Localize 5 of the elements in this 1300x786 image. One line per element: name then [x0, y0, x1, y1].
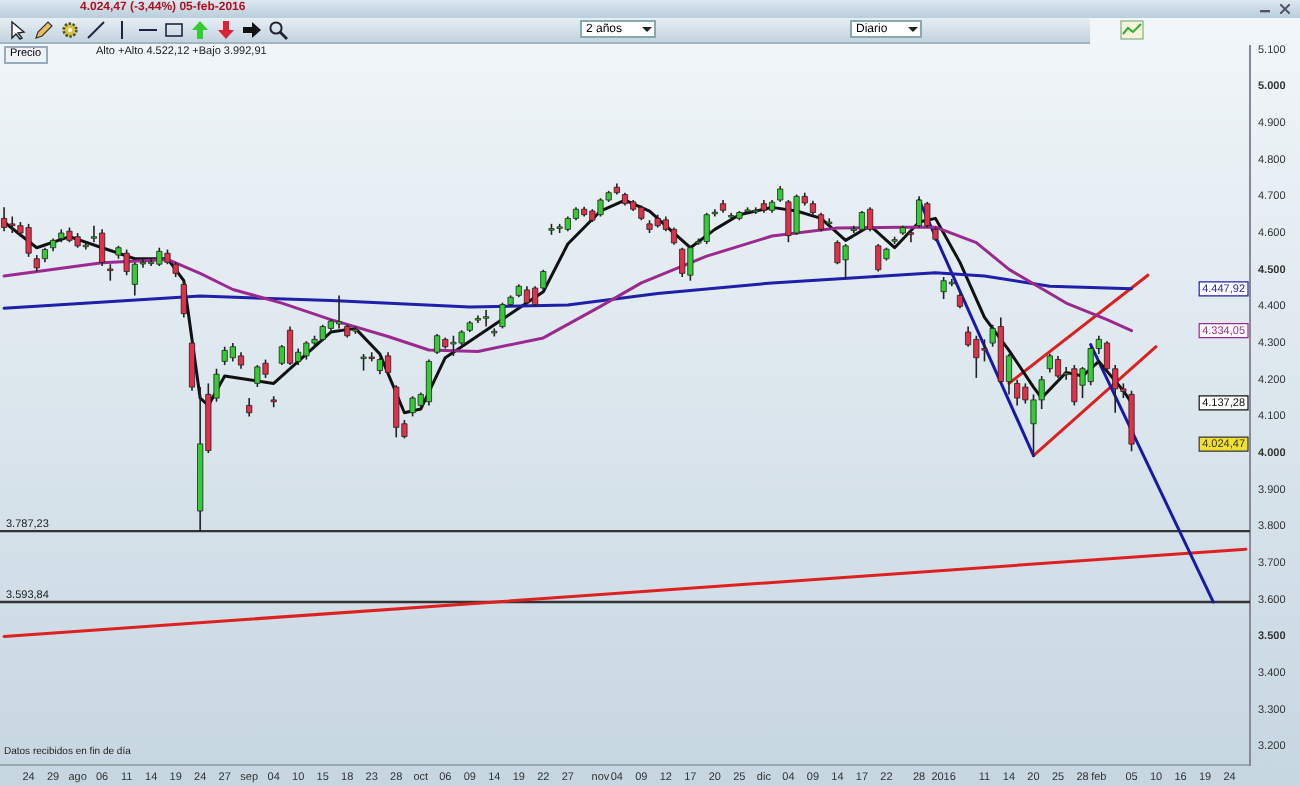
- candlestick: [1128, 389, 1135, 453]
- candlestick: [25, 223, 32, 258]
- candlestick: [785, 199, 792, 243]
- candlestick: [981, 338, 988, 363]
- candlestick: [499, 301, 506, 330]
